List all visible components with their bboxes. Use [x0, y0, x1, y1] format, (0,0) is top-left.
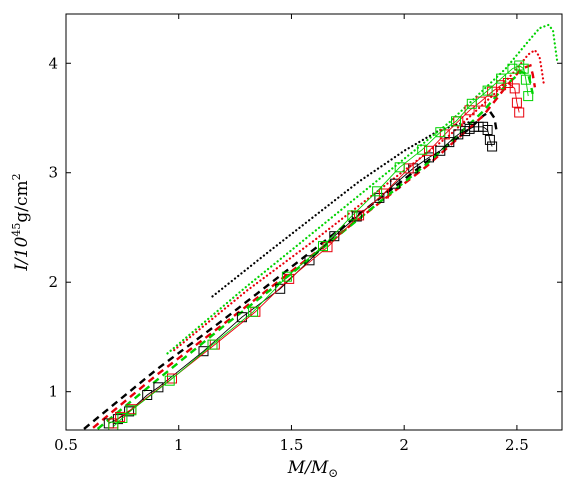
y-axis-title: I/1045g/cm2 [10, 173, 32, 271]
data-point [304, 255, 315, 266]
data-point [167, 373, 177, 384]
y-tick-label: 2 [48, 273, 58, 291]
series-line-5 [96, 70, 534, 430]
data-point [453, 129, 464, 140]
data-point [417, 144, 428, 155]
data-point [507, 63, 518, 74]
data-point [207, 339, 218, 350]
data-point [108, 421, 119, 430]
x-tick-label: 0.5 [54, 436, 78, 454]
x-tick-label: 2.5 [505, 436, 529, 454]
data-point [115, 411, 126, 422]
plot-frame [65, 13, 563, 431]
data-point [523, 91, 534, 102]
y-tick-label: 3 [48, 164, 58, 182]
data-point [509, 83, 520, 94]
data-point [394, 162, 405, 173]
data-point [511, 97, 522, 108]
data-point [466, 98, 477, 109]
data-point [435, 127, 446, 138]
data-point [482, 85, 493, 96]
x-tick-label: 1.5 [280, 436, 304, 454]
x-axis-title: M/M⊙ [287, 458, 339, 480]
ticks-layer: 0.5 1 1.5 2 2.5 1 2 3 4 [48, 14, 562, 454]
data-point [354, 210, 365, 221]
data-point [520, 74, 531, 85]
series-line-2 [166, 23, 559, 355]
data-point [496, 80, 507, 91]
data-point [124, 406, 135, 417]
data-point [451, 116, 461, 127]
data-point [318, 241, 328, 252]
data-point [153, 382, 164, 393]
x-tick-label: 2 [399, 436, 409, 454]
data-point [424, 145, 434, 156]
data-point [378, 188, 389, 199]
data-point [248, 306, 259, 317]
data-point [390, 178, 401, 189]
data-point [126, 405, 137, 416]
y-tick-label: 4 [48, 54, 58, 72]
data-point [164, 375, 175, 386]
data-point [487, 141, 498, 152]
series-line-0 [211, 120, 478, 298]
data-point [424, 152, 434, 163]
data-point [496, 73, 507, 84]
data-point [435, 145, 446, 156]
data-point [372, 186, 383, 197]
data-point [514, 107, 525, 118]
series-line-6 [108, 126, 493, 424]
series-line-8 [112, 64, 529, 428]
data-point [484, 134, 495, 145]
data-point [281, 271, 292, 282]
series-layer [83, 23, 559, 430]
series-line-4 [92, 63, 537, 429]
data-point [518, 63, 529, 74]
data-point [347, 210, 358, 221]
x-tick-label: 1 [174, 436, 184, 454]
y-tick-label: 1 [48, 383, 58, 401]
data-point [198, 346, 209, 357]
series-line-7 [112, 82, 520, 424]
data-point [117, 413, 128, 423]
data-point [482, 125, 493, 135]
